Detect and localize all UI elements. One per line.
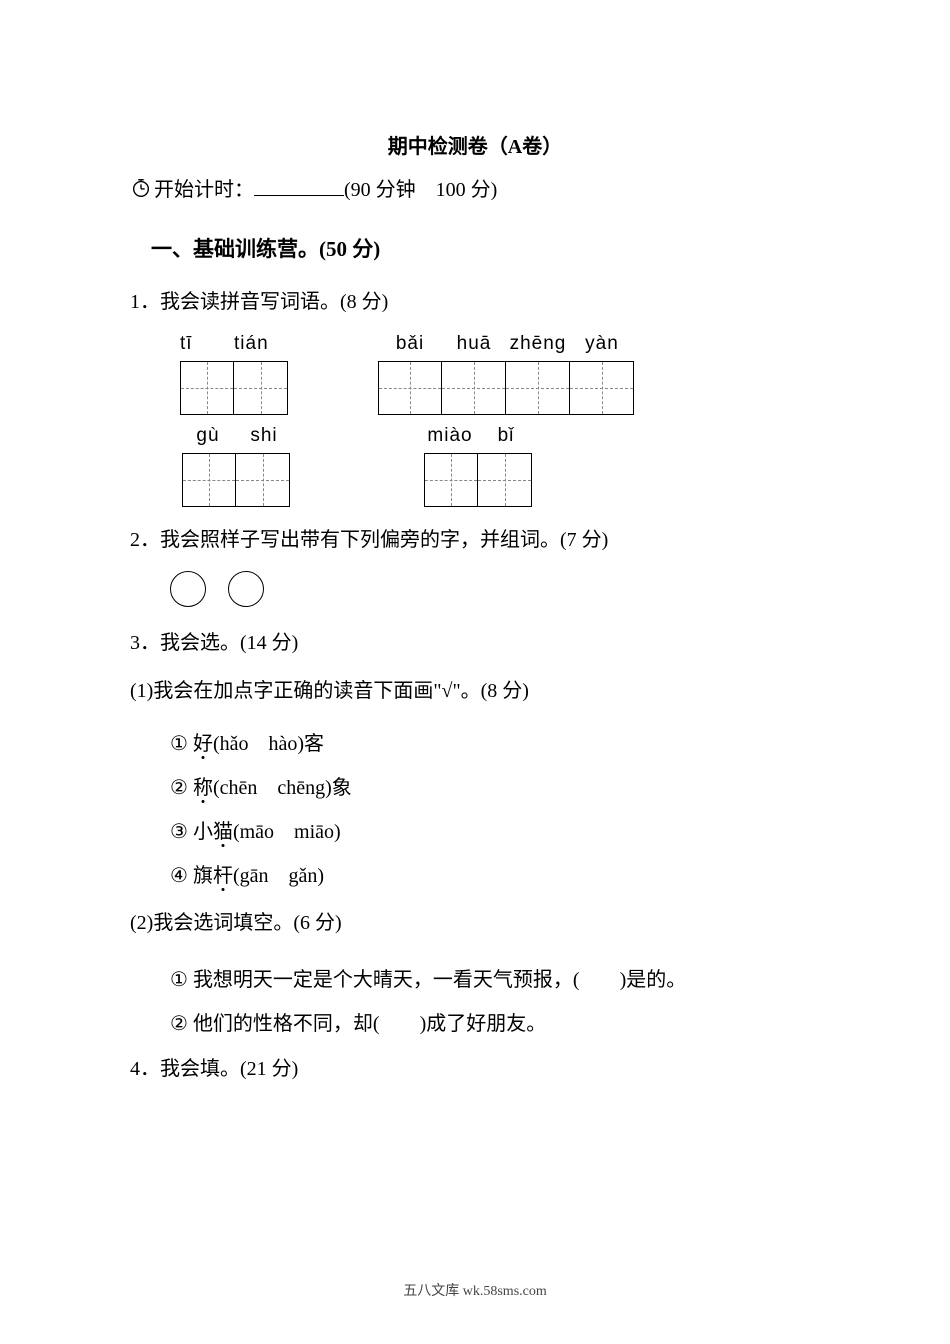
tian-cell[interactable] [182, 453, 236, 507]
section-1-heading: 一、基础训练营。(50 分) [130, 233, 820, 263]
question-3: 3．我会选。(14 分) [130, 626, 820, 660]
q3-1-item-2: ② 称(chēn chēng)象 [170, 766, 820, 810]
item-text: 我想明天一定是个大晴天，一看天气预报，( )是的。 [193, 969, 686, 991]
answer-circle[interactable] [228, 571, 264, 607]
question-3-2: (2)我会选词填空。(6 分) [130, 906, 820, 940]
tian-row [180, 361, 288, 415]
item-pre: 小 [193, 821, 213, 843]
item-rest: (māo miāo) [233, 821, 341, 843]
tian-cell[interactable] [234, 361, 288, 415]
clock-icon [130, 177, 152, 205]
timer-info: (90 分钟 100 分) [344, 179, 497, 201]
q3-1-item-4: ④ 旗杆(gān gǎn) [170, 854, 820, 898]
pinyin-syl: huā [442, 333, 506, 355]
pinyin-grid-area: tītián bǎihuāzhēngyàn [180, 333, 820, 507]
q3-2-item-1: ① 我想明天一定是个大晴天，一看天气预报，( )是的。 [170, 958, 820, 1002]
grid-group-miaobi: miàobǐ [422, 425, 534, 507]
dotted-char: 好 [193, 733, 213, 755]
pinyin-syl: bǎi [378, 333, 442, 355]
timer-prefix: 开始计时： [154, 179, 254, 201]
item-rest: (gān gǎn) [233, 865, 324, 887]
pinyin-label: gùshi [180, 425, 292, 447]
tian-cell[interactable] [424, 453, 478, 507]
tian-cell[interactable] [378, 361, 442, 415]
tian-cell[interactable] [478, 453, 532, 507]
tian-row [378, 361, 634, 415]
item-num: ① [170, 722, 188, 766]
exam-title: 期中检测卷（A卷） [130, 130, 820, 159]
pinyin-label: bǎihuāzhēngyàn [378, 333, 634, 355]
page: 期中检测卷（A卷） 开始计时： (90 分钟 100 分) 一、基础训练营。(50… [0, 0, 950, 1344]
page-footer: 五八文库 wk.58sms.com [0, 1280, 950, 1300]
q2-circles [170, 571, 820, 612]
grid-group-baihua: bǎihuāzhēngyàn [378, 333, 634, 415]
item-pre: 旗 [193, 865, 213, 887]
item-num: ② [170, 1002, 188, 1046]
q3-1-item-3: ③ 小猫(māo miāo) [170, 810, 820, 854]
grid-group-gushi: gùshi [180, 425, 292, 507]
timer-line: 开始计时： (90 分钟 100 分) [130, 173, 820, 205]
question-3-1: (1)我会在加点字正确的读音下面画"√"。(8 分) [130, 674, 820, 708]
answer-circle[interactable] [170, 571, 206, 607]
pinyin-syl: gù [180, 425, 236, 447]
tian-cell[interactable] [442, 361, 506, 415]
item-rest: (chēn chēng)象 [213, 777, 352, 799]
pinyin-syl: tī [180, 333, 234, 355]
pinyin-syl: tián [234, 333, 288, 355]
tian-row [424, 453, 532, 507]
item-num: ① [170, 958, 188, 1002]
grid-row-2: gùshi miàobǐ [180, 425, 820, 507]
pinyin-syl: yàn [570, 333, 634, 355]
grid-row-1: tītián bǎihuāzhēngyàn [180, 333, 820, 415]
item-text: 他们的性格不同，却( )成了好朋友。 [193, 1013, 546, 1035]
pinyin-label: miàobǐ [422, 425, 534, 447]
pinyin-syl: zhēng [506, 333, 570, 355]
q3-2-item-2: ② 他们的性格不同，却( )成了好朋友。 [170, 1002, 820, 1046]
tian-cell[interactable] [180, 361, 234, 415]
tian-row [182, 453, 290, 507]
pinyin-syl: shi [236, 425, 292, 447]
pinyin-syl: miào [422, 425, 478, 447]
timer-blank[interactable] [254, 175, 344, 196]
dotted-char: 杆 [213, 865, 233, 887]
tian-cell[interactable] [236, 453, 290, 507]
pinyin-label: tītián [180, 333, 288, 355]
dotted-char: 称 [193, 777, 213, 799]
item-num: ③ [170, 810, 188, 854]
pinyin-syl: bǐ [478, 425, 534, 447]
dotted-char: 猫 [213, 821, 233, 843]
item-num: ④ [170, 854, 188, 898]
grid-group-titian: tītián [180, 333, 288, 415]
item-num: ② [170, 766, 188, 810]
question-4: 4．我会填。(21 分) [130, 1052, 820, 1086]
item-rest: (hǎo hào)客 [213, 733, 324, 755]
q3-1-item-1: ① 好(hǎo hào)客 [170, 722, 820, 766]
tian-cell[interactable] [506, 361, 570, 415]
tian-cell[interactable] [570, 361, 634, 415]
question-1: 1．我会读拼音写词语。(8 分) [130, 285, 820, 319]
question-2: 2．我会照样子写出带有下列偏旁的字，并组词。(7 分) [130, 523, 820, 557]
